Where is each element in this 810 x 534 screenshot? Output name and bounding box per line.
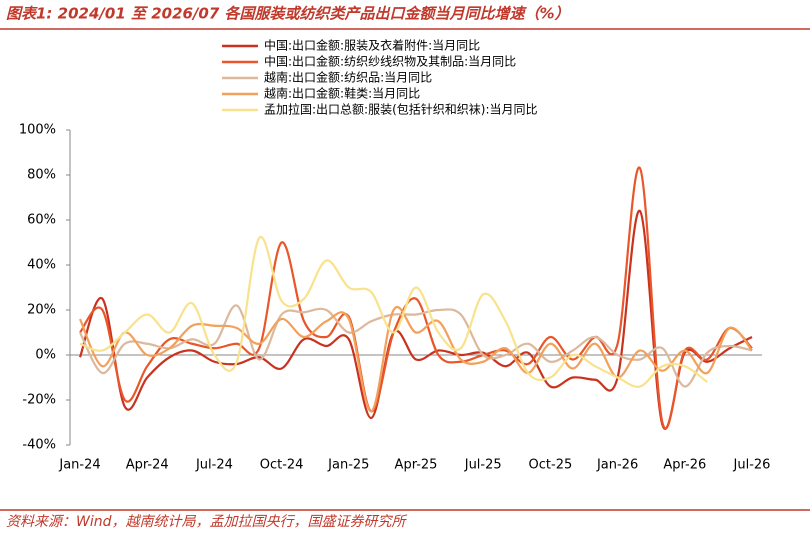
x-tick-label: Jul-26 [733,458,771,473]
legend-label: 越南:出口金额:鞋类:当月同比 [264,86,420,101]
x-tick-label: Apr-24 [126,458,169,473]
chart-title: 图表1: 2024/01 至 2026/07 各国服装或纺织类产品出口金额当月同… [6,5,570,23]
x-tick-label: Apr-26 [663,458,706,473]
series-line [78,209,753,430]
x-tick-label: Apr-25 [395,458,438,473]
y-tick-label: -40% [22,438,56,453]
y-tick-label: -20% [22,393,56,408]
x-tick-label: Jan-24 [58,458,100,473]
series-line [79,304,753,388]
x-tick-label: Jan-26 [596,458,638,473]
legend-label: 孟加拉国:出口总额:服装(包括针织和织袜):当月同比 [264,102,538,117]
x-tick-label: Jul-24 [195,458,233,473]
x-tick-label: Jan-25 [327,458,369,473]
y-tick-label: 0% [35,348,56,363]
series-line [78,306,753,413]
y-tick-label: 40% [27,258,56,273]
y-tick-label: 20% [27,303,56,318]
source: 资料来源：Wind，越南统计局，孟加拉国央行，国盛证券研究所 [6,514,407,530]
series-line [79,166,753,430]
legend-label: 越南:出口金额:纺织品:当月同比 [264,70,432,85]
series-line [79,235,708,388]
x-tick-label: Oct-24 [260,458,304,473]
legend-label: 中国:出口金额:纺织纱线织物及其制品:当月同比 [264,54,516,69]
x-tick-label: Jul-25 [464,458,502,473]
y-tick-label: 60% [27,213,56,228]
y-tick-label: 100% [19,123,56,138]
y-tick-label: 80% [27,168,56,183]
legend-label: 中国:出口金额:服装及衣着附件:当月同比 [264,38,480,53]
x-tick-label: Oct-25 [529,458,573,473]
